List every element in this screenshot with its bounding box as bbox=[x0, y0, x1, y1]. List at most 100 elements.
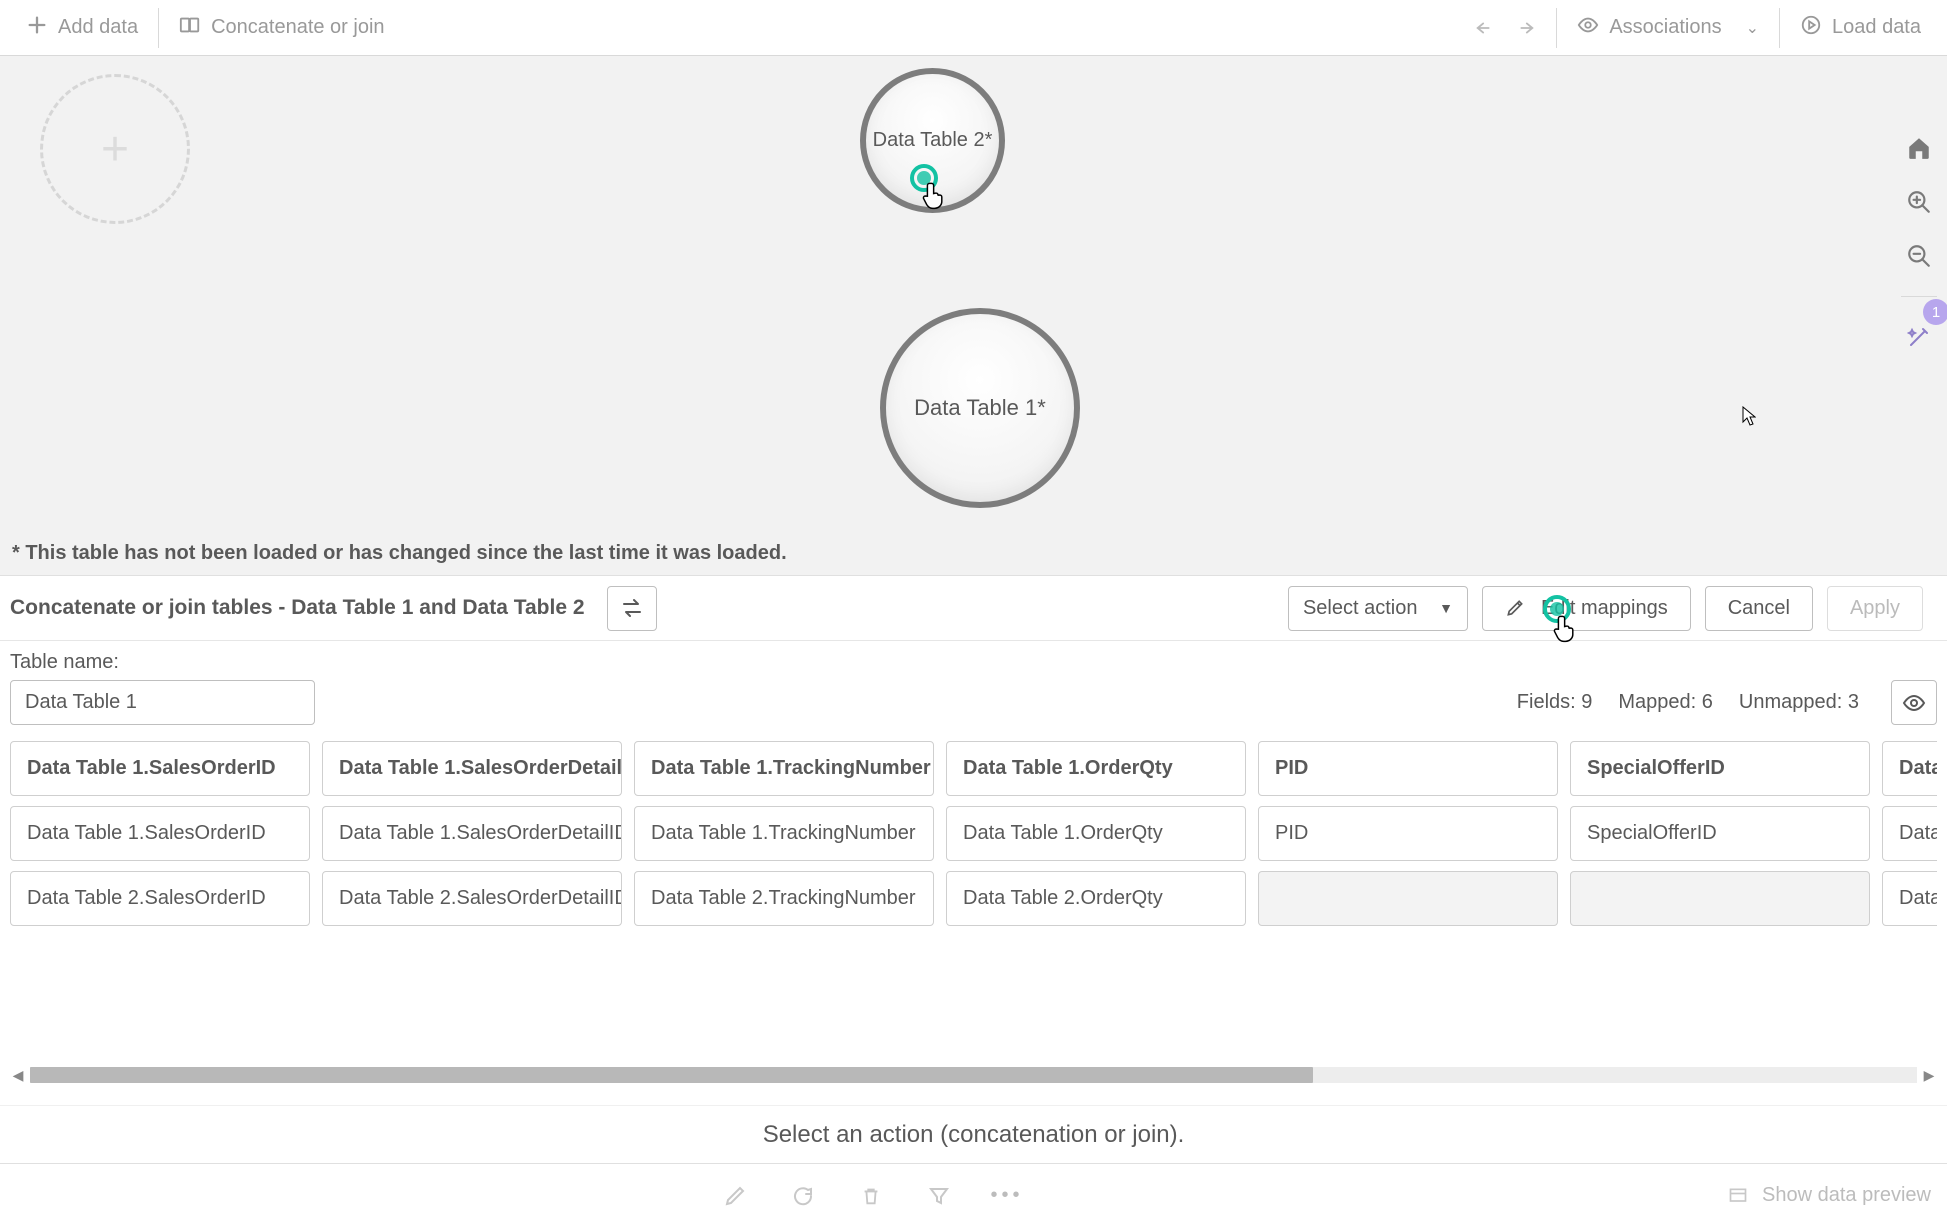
table-icon bbox=[1726, 1186, 1750, 1206]
mapping-column-header[interactable]: Data Ta bbox=[1882, 741, 1937, 796]
toolbar-divider bbox=[158, 8, 159, 48]
recommendations-button[interactable]: 1 bbox=[1903, 321, 1935, 353]
more-button[interactable]: ••• bbox=[994, 1183, 1020, 1209]
scroll-left-arrow[interactable]: ◀ bbox=[10, 1067, 26, 1084]
mapping-column: Data Ta Data Ta Data Ta bbox=[1882, 741, 1937, 926]
load-data-button[interactable]: Load data bbox=[1782, 0, 1939, 56]
mapping-cell[interactable] bbox=[1570, 871, 1870, 926]
home-button[interactable] bbox=[1903, 132, 1935, 164]
eye-icon bbox=[1577, 14, 1599, 42]
mapping-column: Data Table 1.OrderQty Data Table 1.OrderQ… bbox=[946, 741, 1246, 926]
mapping-column-header[interactable]: Data Table 1.OrderQty bbox=[946, 741, 1246, 796]
mapping-column: Data Table 1.TrackingNumber Data Table 1.… bbox=[634, 741, 934, 926]
chevron-down-icon: ⌄ bbox=[1746, 18, 1759, 38]
undo-button[interactable] bbox=[1456, 0, 1514, 56]
concat-join-button[interactable]: Concatenate or join bbox=[161, 0, 402, 56]
home-icon bbox=[1906, 135, 1932, 161]
associations-dropdown[interactable]: Associations ⌄ bbox=[1559, 0, 1777, 56]
mapping-cell[interactable]: Data Table 1.SalesOrderDetailID bbox=[322, 806, 622, 861]
filter-button[interactable] bbox=[926, 1183, 952, 1209]
unmapped-value: 3 bbox=[1848, 691, 1859, 713]
scroll-right-arrow[interactable]: ▶ bbox=[1921, 1067, 1937, 1084]
mapping-cell[interactable]: Data Table 2.SalesOrderDetailID bbox=[322, 871, 622, 926]
columns-horizontal-scrollbar[interactable]: ◀ ▶ bbox=[10, 1067, 1937, 1083]
table-name-input[interactable] bbox=[10, 680, 315, 725]
zoom-in-icon bbox=[1906, 189, 1932, 215]
zoom-out-icon bbox=[1906, 243, 1932, 269]
mapping-column-header[interactable]: PID bbox=[1258, 741, 1558, 796]
zoom-out-button[interactable] bbox=[1903, 240, 1935, 272]
scroll-track[interactable] bbox=[30, 1067, 1917, 1083]
select-action-dropdown[interactable]: Select action ▼ bbox=[1288, 586, 1468, 631]
delete-button[interactable] bbox=[858, 1183, 884, 1209]
top-toolbar: Add data Concatenate or join Association… bbox=[0, 0, 1947, 56]
mapping-stats: Fields: 9 Mapped: 6 Unmapped: 3 bbox=[1517, 680, 1937, 725]
action-prompt: Select an action (concatenation or join)… bbox=[0, 1105, 1947, 1163]
mapping-cell[interactable]: Data Table 1.TrackingNumber bbox=[634, 806, 934, 861]
table-bubble-2-label: Data Table 2* bbox=[873, 129, 993, 152]
associations-label: Associations bbox=[1609, 16, 1721, 39]
canvas-side-toolbar: 1 bbox=[1891, 132, 1947, 353]
apply-label: Apply bbox=[1850, 597, 1900, 620]
mapping-column-header[interactable]: SpecialOfferID bbox=[1570, 741, 1870, 796]
cancel-button[interactable]: Cancel bbox=[1705, 586, 1813, 631]
refresh-button[interactable] bbox=[790, 1183, 816, 1209]
play-circle-icon bbox=[1800, 14, 1822, 42]
mapping-column: Data Table 1.SalesOrderDetailID Data Tabl… bbox=[322, 741, 622, 926]
undo-icon bbox=[1474, 17, 1496, 39]
toggle-preview-button[interactable] bbox=[1891, 680, 1937, 725]
swap-icon bbox=[620, 598, 644, 618]
swap-tables-button[interactable] bbox=[607, 586, 657, 631]
pencil-icon bbox=[1505, 598, 1525, 618]
mapping-cell[interactable]: Data Table 2.OrderQty bbox=[946, 871, 1246, 926]
redo-button[interactable] bbox=[1514, 0, 1554, 56]
mapped-value: 6 bbox=[1702, 691, 1713, 713]
mapping-column-header[interactable]: Data Table 1.TrackingNumber bbox=[634, 741, 934, 796]
mapping-cell[interactable] bbox=[1258, 871, 1558, 926]
mapping-columns: Data Table 1.SalesOrderIDData Table 1.Sa… bbox=[10, 741, 1937, 1001]
add-data-label: Add data bbox=[58, 16, 138, 39]
touchpoint-indicator bbox=[1543, 595, 1587, 651]
add-table-bubble[interactable]: + bbox=[40, 74, 190, 224]
mapping-column-header[interactable]: Data Table 1.SalesOrderDetailID bbox=[322, 741, 622, 796]
mouse-cursor-icon bbox=[1742, 406, 1756, 426]
plus-icon: + bbox=[101, 122, 129, 177]
mapping-column: Data Table 1.SalesOrderID Data Table 1.Sa… bbox=[10, 741, 310, 926]
edit-icon-button[interactable] bbox=[722, 1183, 748, 1209]
hand-pointer-icon bbox=[1551, 613, 1581, 647]
cancel-label: Cancel bbox=[1728, 597, 1790, 620]
mapping-cell[interactable]: Data Table 1.OrderQty bbox=[946, 806, 1246, 861]
data-model-canvas[interactable]: + Data Table 2* Data Table 1* * This tab… bbox=[0, 56, 1947, 577]
mapping-cell[interactable]: Data Ta bbox=[1882, 871, 1937, 926]
caret-down-icon: ▼ bbox=[1439, 600, 1453, 616]
mapping-cell[interactable]: Data Ta bbox=[1882, 806, 1937, 861]
unmapped-label: Unmapped: bbox=[1739, 691, 1842, 713]
mapping-panel: Table name: Fields: 9 Mapped: 6 Unmapped… bbox=[0, 641, 1947, 1163]
touchpoint-indicator bbox=[910, 164, 950, 208]
mapping-cell[interactable]: Data Table 1.SalesOrderID bbox=[10, 806, 310, 861]
ellipsis-icon: ••• bbox=[991, 1184, 1024, 1207]
wand-icon bbox=[1907, 325, 1931, 349]
toolbar-divider bbox=[1779, 8, 1780, 48]
mapping-cell[interactable]: Data Table 2.SalesOrderID bbox=[10, 871, 310, 926]
trash-icon bbox=[860, 1184, 882, 1208]
mapping-cell[interactable]: SpecialOfferID bbox=[1570, 806, 1870, 861]
mapping-cell[interactable]: Data Table 2.TrackingNumber bbox=[634, 871, 934, 926]
mapped-label: Mapped: bbox=[1618, 691, 1696, 713]
refresh-icon bbox=[791, 1184, 815, 1208]
zoom-in-button[interactable] bbox=[1903, 186, 1935, 218]
fields-label: Fields: bbox=[1517, 691, 1576, 713]
recommendations-badge: 1 bbox=[1923, 299, 1947, 325]
concat-icon bbox=[179, 14, 201, 42]
scroll-thumb[interactable] bbox=[30, 1067, 1313, 1083]
add-data-button[interactable]: Add data bbox=[8, 0, 156, 56]
toolbar-divider bbox=[1556, 8, 1557, 48]
mapping-cell[interactable]: PID bbox=[1258, 806, 1558, 861]
show-preview-label: Show data preview bbox=[1762, 1184, 1931, 1207]
mapping-column-header[interactable]: Data Table 1.SalesOrderID bbox=[10, 741, 310, 796]
load-data-label: Load data bbox=[1832, 16, 1921, 39]
filter-icon bbox=[927, 1184, 951, 1208]
table-bubble-1[interactable]: Data Table 1* bbox=[880, 308, 1080, 508]
select-action-label: Select action bbox=[1303, 597, 1418, 620]
show-data-preview-toggle[interactable]: Show data preview bbox=[1726, 1184, 1931, 1207]
